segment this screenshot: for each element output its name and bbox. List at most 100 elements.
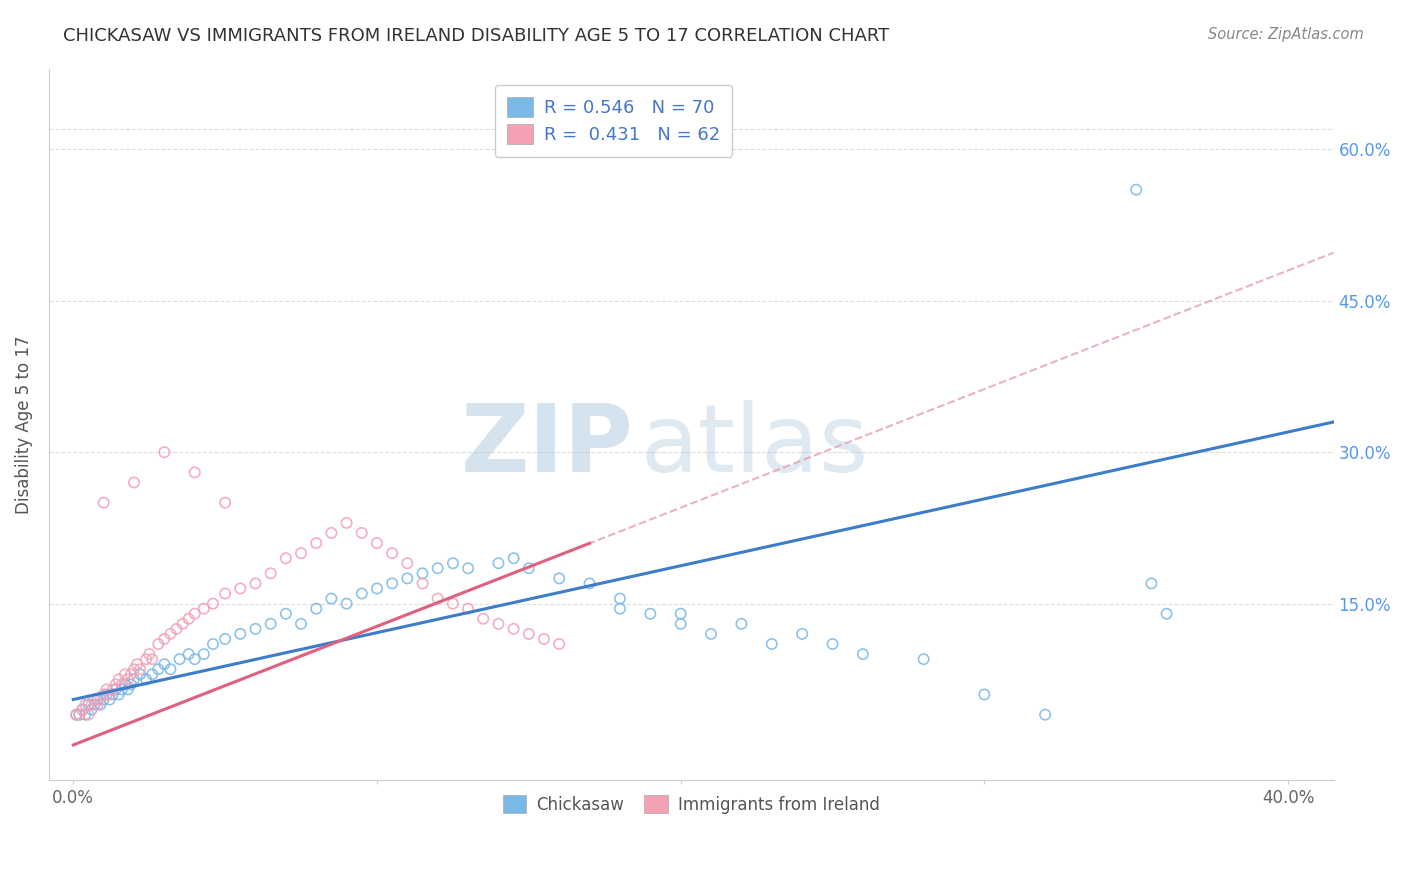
Point [441, 597, 464, 611]
Y-axis label: Disability Age 5 to 17: Disability Age 5 to 17 [15, 335, 32, 514]
Point [214, 632, 236, 646]
Point [148, 637, 170, 651]
Point [108, 673, 131, 687]
Point [159, 662, 181, 676]
Point [852, 647, 875, 661]
Point [135, 652, 157, 666]
Point [122, 475, 145, 490]
Point [761, 637, 783, 651]
Point [65, 707, 87, 722]
Point [229, 627, 252, 641]
Point [274, 551, 297, 566]
Point [177, 647, 200, 661]
Point [177, 612, 200, 626]
Point [412, 566, 434, 581]
Point [80, 698, 103, 712]
Point [172, 616, 194, 631]
Point [117, 673, 139, 687]
Legend: Chickasaw, Immigrants from Ireland: Chickasaw, Immigrants from Ireland [492, 783, 891, 825]
Point [457, 561, 479, 575]
Point [83, 692, 105, 706]
Point [441, 556, 464, 570]
Point [1140, 576, 1163, 591]
Point [201, 597, 224, 611]
Point [184, 607, 207, 621]
Point [117, 682, 139, 697]
Point [533, 632, 555, 646]
Point [114, 677, 136, 691]
Point [305, 536, 328, 550]
Point [120, 677, 142, 691]
Point [111, 677, 134, 691]
Point [381, 576, 404, 591]
Point [122, 673, 145, 687]
Point [912, 652, 935, 666]
Point [122, 662, 145, 676]
Point [730, 616, 752, 631]
Point [274, 607, 297, 621]
Point [321, 525, 343, 540]
Point [578, 576, 600, 591]
Text: ZIP: ZIP [461, 400, 634, 491]
Point [108, 688, 131, 702]
Point [153, 657, 176, 672]
Point [141, 652, 163, 666]
Point [72, 703, 94, 717]
Point [93, 496, 115, 510]
Point [1033, 707, 1056, 722]
Point [290, 616, 312, 631]
Point [120, 667, 142, 681]
Point [260, 566, 283, 581]
Point [77, 707, 100, 722]
Point [135, 673, 157, 687]
Point [86, 698, 108, 712]
Point [114, 667, 136, 681]
Point [396, 571, 419, 585]
Point [700, 627, 723, 641]
Point [669, 616, 692, 631]
Point [336, 516, 359, 530]
Point [973, 688, 995, 702]
Point [148, 662, 170, 676]
Text: Source: ZipAtlas.com: Source: ZipAtlas.com [1208, 27, 1364, 42]
Point [350, 525, 373, 540]
Point [169, 652, 191, 666]
Point [548, 637, 571, 651]
Point [104, 682, 127, 697]
Point [517, 561, 540, 575]
Point [153, 632, 176, 646]
Point [67, 707, 90, 722]
Point [1125, 183, 1147, 197]
Point [214, 586, 236, 600]
Point [502, 622, 524, 636]
Point [792, 627, 814, 641]
Point [86, 692, 108, 706]
Point [83, 698, 105, 712]
Point [381, 546, 404, 560]
Point [245, 576, 267, 591]
Point [75, 707, 97, 722]
Point [1156, 607, 1178, 621]
Point [260, 616, 283, 631]
Point [366, 582, 388, 596]
Point [229, 582, 252, 596]
Point [290, 546, 312, 560]
Text: atlas: atlas [640, 400, 868, 491]
Point [65, 707, 87, 722]
Point [101, 682, 124, 697]
Point [184, 466, 207, 480]
Point [193, 647, 215, 661]
Point [305, 601, 328, 615]
Point [472, 612, 495, 626]
Point [90, 692, 112, 706]
Point [125, 657, 148, 672]
Point [488, 556, 510, 570]
Point [366, 536, 388, 550]
Point [96, 682, 118, 697]
Point [426, 561, 449, 575]
Point [669, 607, 692, 621]
Point [93, 692, 115, 706]
Point [201, 637, 224, 651]
Point [517, 627, 540, 641]
Point [412, 576, 434, 591]
